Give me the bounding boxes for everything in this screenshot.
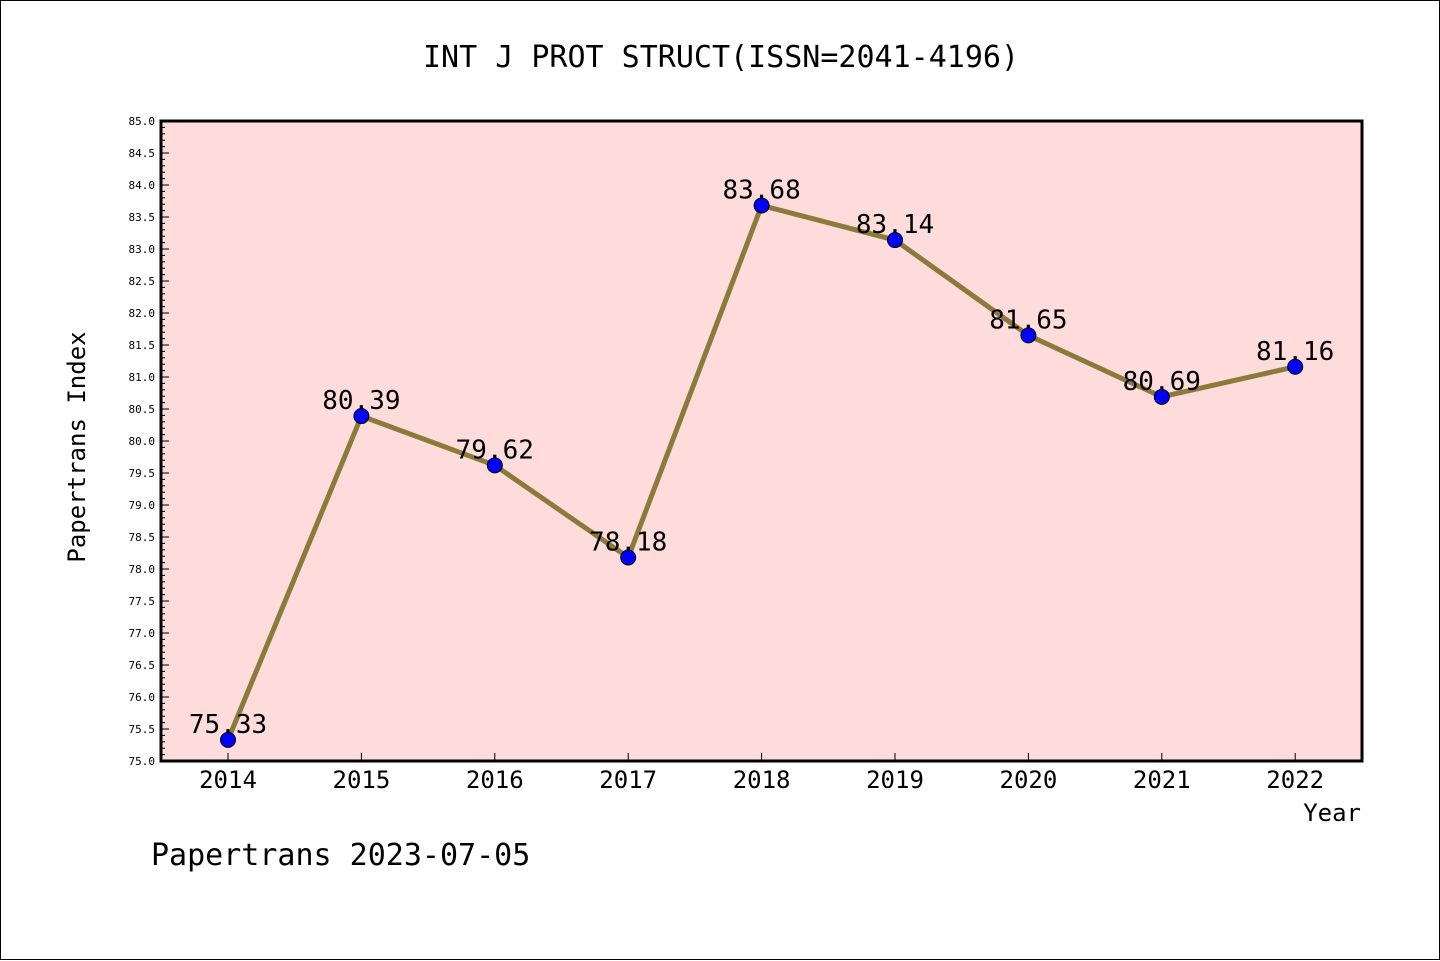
data-point <box>753 197 770 214</box>
x-tick-label: 2014 <box>199 766 257 794</box>
y-axis-label: Papertrans Index <box>63 331 91 562</box>
y-tick-label: 84.5 <box>129 147 156 160</box>
y-axis: 75.0 75.5 76.0 76.5 77.0 77.5 78.0 78.5 79.0 79.5… <box>129 115 169 768</box>
x-axis-label: Year <box>1303 799 1361 827</box>
y-tick-label: 81.0 <box>129 371 156 384</box>
y-tick-label: 76.0 <box>129 691 156 704</box>
data-label: 80.39 <box>322 386 400 416</box>
x-tick-label: 2019 <box>866 766 924 794</box>
x-tick-label: 2018 <box>733 766 791 794</box>
y-tick-label: 83.0 <box>129 243 156 256</box>
data-labels: 75.33 80.39 79.62 78.18 83.68 83.14 81.65 80.69… <box>189 175 1334 739</box>
data-point <box>887 232 903 249</box>
x-tick-label: 2021 <box>1133 766 1191 794</box>
data-point <box>1287 358 1304 375</box>
data-label: 78.18 <box>589 527 667 557</box>
chart-title: INT J PROT STRUCT(ISSN=2041-4196) <box>423 40 1019 75</box>
y-tick-label: 77.5 <box>129 595 156 608</box>
data-label: 81.65 <box>989 305 1067 335</box>
data-label: 83.14 <box>856 210 934 240</box>
y-tick-label: 77.0 <box>129 627 156 640</box>
x-tick-label: 2016 <box>466 766 524 794</box>
y-tick-label: 79.5 <box>129 467 156 480</box>
data-label: 83.68 <box>722 175 800 205</box>
y-tick-label: 80.0 <box>129 435 156 448</box>
data-label: 80.69 <box>1123 367 1201 397</box>
data-point <box>220 731 236 748</box>
data-label: 79.62 <box>456 435 534 465</box>
y-tick-label: 81.5 <box>129 339 156 352</box>
data-point <box>486 457 503 474</box>
y-tick-label: 76.5 <box>129 659 156 672</box>
plot-area <box>159 119 1364 763</box>
data-points <box>220 197 1304 748</box>
x-axis: 2014 2015 2016 2017 2018 2019 2020 2021 2022 <box>199 753 1324 794</box>
data-point <box>1020 327 1037 344</box>
x-tick-label: 2022 <box>1266 766 1324 794</box>
y-tick-label: 78.5 <box>129 531 156 544</box>
x-tick-label: 2020 <box>1000 766 1058 794</box>
x-tick-label: 2017 <box>599 766 657 794</box>
y-tick-label: 79.0 <box>129 499 156 512</box>
y-tick-label: 75.5 <box>129 723 156 736</box>
y-tick-label: 75.0 <box>129 755 156 768</box>
y-tick-label: 83.5 <box>129 211 156 224</box>
y-tick-label: 84.0 <box>129 179 156 192</box>
y-tick-label: 80.5 <box>129 403 156 416</box>
y-tick-label: 82.0 <box>129 307 156 320</box>
data-point <box>620 549 637 566</box>
y-tick-label: 82.5 <box>129 275 156 288</box>
data-point <box>353 408 370 425</box>
data-label: 81.16 <box>1256 337 1334 367</box>
footer-text: Papertrans 2023-07-05 <box>151 838 530 873</box>
data-point <box>1153 388 1170 405</box>
data-label: 75.33 <box>189 710 267 740</box>
y-tick-label: 78.0 <box>129 563 156 576</box>
x-tick-label: 2015 <box>333 766 391 794</box>
y-tick-label: 85.0 <box>129 115 156 128</box>
